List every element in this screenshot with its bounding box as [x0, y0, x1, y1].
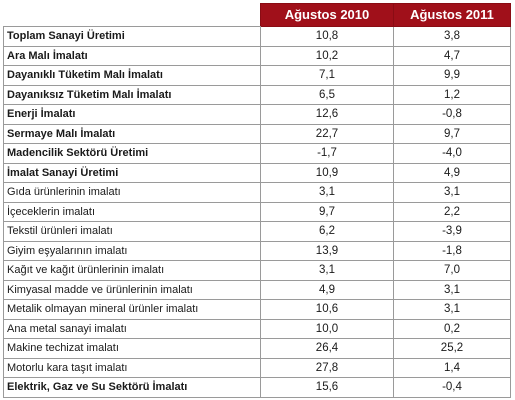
table-row: İmalat Sanayi Üretimi 10,9 4,9	[3, 162, 511, 183]
value-2011: -4,0	[393, 143, 511, 164]
value-2011: 3,1	[393, 182, 511, 203]
table-row: Gıda ürünlerinin imalatı 3,1 3,1	[3, 182, 511, 203]
value-2011: 4,7	[393, 45, 511, 66]
row-label: Dayanıklı Tüketim Malı İmalatı	[3, 65, 261, 86]
value-2010: 10,2	[260, 45, 394, 66]
production-table: Ağustos 2010 Ağustos 2011 Toplam Sanayi …	[3, 3, 511, 398]
row-label: Gıda ürünlerinin imalatı	[3, 182, 261, 203]
value-2010: 6,2	[260, 221, 394, 242]
header-august-2011: Ağustos 2011	[393, 3, 511, 27]
row-label: Metalik olmayan mineral ürünler imalatı	[3, 299, 261, 320]
value-2011: 2,2	[393, 201, 511, 222]
value-2011: 9,7	[393, 123, 511, 144]
value-2010: -1,7	[260, 143, 394, 164]
row-label: Elektrik, Gaz ve Su Sektörü İmalatı	[3, 377, 261, 398]
value-2011: -3,9	[393, 221, 511, 242]
value-2011: 4,9	[393, 162, 511, 183]
value-2010: 3,1	[260, 182, 394, 203]
table-row: Kimyasal madde ve ürünlerinin imalatı 4,9…	[3, 279, 511, 300]
value-2011: 0,2	[393, 318, 511, 339]
row-label: Sermaye Malı İmalatı	[3, 123, 261, 144]
data-table-container: Ağustos 2010 Ağustos 2011 Toplam Sanayi …	[3, 3, 511, 398]
value-2011: 9,9	[393, 65, 511, 86]
table-row: Dayanıksız Tüketim Malı İmalatı 6,5 1,2	[3, 84, 511, 105]
row-label: Kimyasal madde ve ürünlerinin imalatı	[3, 279, 261, 300]
value-2011: 25,2	[393, 338, 511, 359]
value-2010: 10,0	[260, 318, 394, 339]
table-row: Metalik olmayan mineral ürünler imalatı 1…	[3, 299, 511, 320]
value-2010: 10,6	[260, 299, 394, 320]
value-2011: -1,8	[393, 240, 511, 261]
table-row: Enerji İmalatı 12,6 -0,8	[3, 104, 511, 125]
table-row: Sermaye Malı İmalatı 22,7 9,7	[3, 123, 511, 144]
table-row: Ara Malı İmalatı 10,2 4,7	[3, 45, 511, 66]
table-row: Elektrik, Gaz ve Su Sektörü İmalatı 15,6-…	[3, 377, 511, 398]
value-2010: 12,6	[260, 104, 394, 125]
table-row: Ana metal sanayi imalatı 10,0 0,2	[3, 318, 511, 339]
value-2011: 1,4	[393, 357, 511, 378]
value-2010: 3,1	[260, 260, 394, 281]
value-2010: 13,9	[260, 240, 394, 261]
header-august-2010: Ağustos 2010	[260, 3, 394, 27]
value-2011: 3,1	[393, 279, 511, 300]
value-2011: 3,1	[393, 299, 511, 320]
row-label: Motorlu kara taşıt imalatı	[3, 357, 261, 378]
row-label: Tekstil ürünleri imalatı	[3, 221, 261, 242]
row-label: İçeceklerin imalatı	[3, 201, 261, 222]
row-label: Makine techizat imalatı	[3, 338, 261, 359]
header-blank-cell	[3, 3, 261, 27]
value-2010: 7,1	[260, 65, 394, 86]
table-row: Motorlu kara taşıt imalatı 27,8 1,4	[3, 357, 511, 378]
table-row: Kağıt ve kağıt ürünlerinin imalatı 3,1 7,0	[3, 260, 511, 281]
row-label: Enerji İmalatı	[3, 104, 261, 125]
row-label: Toplam Sanayi Üretimi	[3, 26, 261, 47]
row-label: İmalat Sanayi Üretimi	[3, 162, 261, 183]
value-2010: 6,5	[260, 84, 394, 105]
row-label: Ana metal sanayi imalatı	[3, 318, 261, 339]
table-row: İçeceklerin imalatı 9,7 2,2	[3, 201, 511, 222]
table-row: Toplam Sanayi Üretimi 10,8 3,8	[3, 26, 511, 47]
table-row: Makine techizat imalatı 26,4 25,2	[3, 338, 511, 359]
value-2010: 26,4	[260, 338, 394, 359]
value-2011: 1,2	[393, 84, 511, 105]
table-row: Madencilik Sektörü Üretimi -1,7 -4,0	[3, 143, 511, 164]
row-label: Madencilik Sektörü Üretimi	[3, 143, 261, 164]
value-2010: 10,8	[260, 26, 394, 47]
value-2010: 15,6	[260, 377, 394, 398]
row-label: Ara Malı İmalatı	[3, 45, 261, 66]
table-row: Tekstil ürünleri imalatı 6,2 -3,9	[3, 221, 511, 242]
value-2010: 4,9	[260, 279, 394, 300]
value-2010: 9,7	[260, 201, 394, 222]
value-2011: -0,4	[393, 377, 511, 398]
value-2010: 22,7	[260, 123, 394, 144]
table-row: Dayanıklı Tüketim Malı İmalatı 7,1 9,9	[3, 65, 511, 86]
row-label: Giyim eşyalarının imalatı	[3, 240, 261, 261]
row-label: Dayanıksız Tüketim Malı İmalatı	[3, 84, 261, 105]
table-row: Giyim eşyalarının imalatı 13,9 -1,8	[3, 240, 511, 261]
value-2011: -0,8	[393, 104, 511, 125]
value-2011: 7,0	[393, 260, 511, 281]
value-2010: 27,8	[260, 357, 394, 378]
table-body: Toplam Sanayi Üretimi 10,8 3,8 Ara Malı İm…	[3, 26, 511, 398]
value-2010: 10,9	[260, 162, 394, 183]
header-row: Ağustos 2010 Ağustos 2011	[3, 3, 511, 27]
row-label: Kağıt ve kağıt ürünlerinin imalatı	[3, 260, 261, 281]
value-2011: 3,8	[393, 26, 511, 47]
